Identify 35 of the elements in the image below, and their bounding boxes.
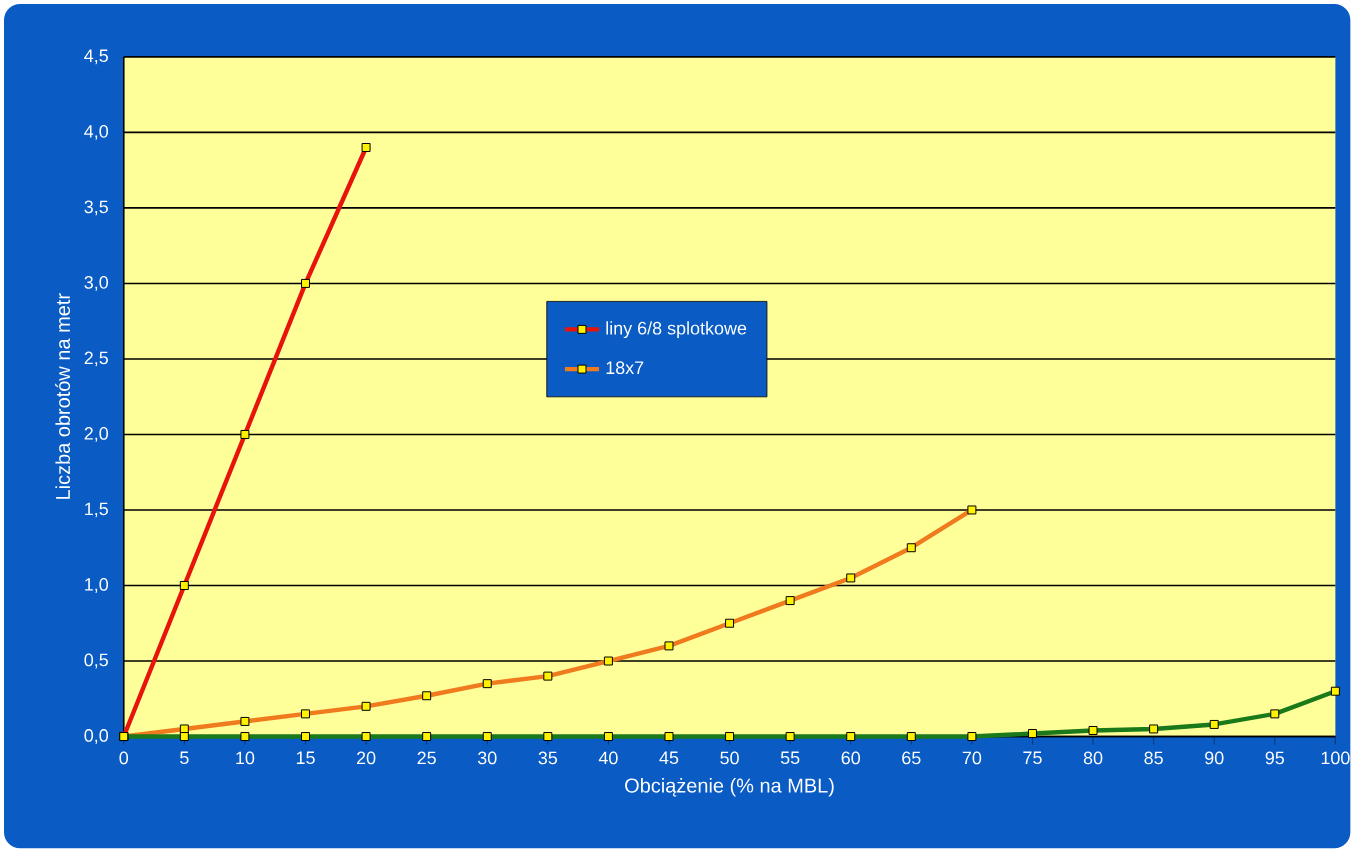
x-tick-label: 45 (659, 751, 679, 764)
x-tick-label: 55 (780, 751, 800, 764)
x-tick-label: 80 (1083, 751, 1103, 765)
x-tick-label: 20 (357, 751, 376, 765)
x-tick-label: 95 (1265, 751, 1285, 765)
x-axis-title: Obciążenie (% na MBL) (625, 777, 834, 797)
legend-label: 18x7 (606, 361, 644, 374)
y-tick-label: 2,0 (84, 426, 109, 442)
x-tick-label: 85 (1144, 751, 1163, 765)
x-tick-label: 90 (1205, 751, 1224, 765)
y-axis-title: Liczba obrotów na metr (55, 293, 71, 499)
y-tick-label: 3,0 (84, 275, 109, 291)
x-tick-label: 100 (1321, 751, 1350, 765)
y-tick-label: 1,5 (85, 502, 108, 518)
x-tick-label: 65 (902, 751, 921, 765)
y-tick-label: 3,5 (84, 200, 108, 216)
y-tick-label: 0,5 (84, 653, 108, 669)
y-tick-label: 0,0 (84, 728, 109, 744)
x-tick-label: 25 (417, 751, 436, 765)
x-tick-label: 5 (180, 751, 189, 764)
x-tick-label: 75 (1023, 751, 1042, 764)
x-tick-label: 15 (296, 751, 315, 764)
x-tick-label: 35 (538, 751, 558, 765)
legend-label: liny 6/8 splotkowe (606, 321, 747, 338)
x-tick-label: 70 (962, 751, 982, 765)
x-tick-label: 50 (720, 751, 739, 765)
x-tick-label: 0 (119, 751, 129, 765)
x-tick-label: 30 (477, 751, 497, 765)
y-tick-label: 4,0 (84, 124, 109, 140)
x-tick-label: 40 (598, 751, 618, 765)
x-tick-label: 10 (236, 751, 255, 765)
x-tick-label: 60 (841, 751, 861, 765)
y-tick-label: 4,5 (84, 49, 108, 65)
y-tick-label: 1,0 (85, 577, 109, 593)
y-tick-label: 2,5 (84, 351, 108, 367)
